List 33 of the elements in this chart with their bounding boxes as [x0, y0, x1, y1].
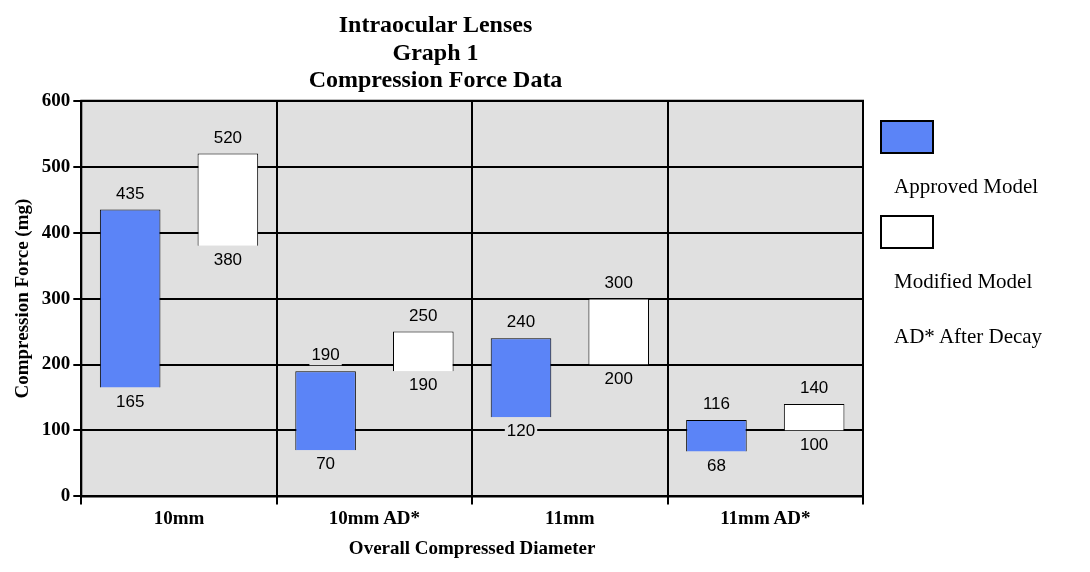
legend-label: Approved Model: [893, 174, 1040, 199]
text: AD* After Decay: [893, 324, 1044, 349]
y-tick-label: 600: [41, 88, 71, 110]
annotation: 140: [799, 378, 829, 398]
annotation: 190: [409, 375, 438, 395]
x-tick-label: 11mm AD*: [720, 506, 811, 528]
legend-label: Modified Model: [893, 269, 1034, 294]
y-tick-label: 400: [41, 220, 71, 242]
y-tick-label: 200: [41, 352, 71, 374]
x-axis-title: Overall Compressed Diameter: [348, 536, 596, 558]
annotation: 190: [311, 345, 340, 365]
chart-title: Intraocular Lenses Graph 1 Compression Force Data: [308, 11, 563, 93]
y-tick-label: 500: [41, 154, 71, 176]
annotation: 380: [213, 250, 243, 270]
annotation: 435: [115, 183, 145, 203]
y-tick-label: 0: [60, 484, 71, 506]
annotation: 520: [213, 127, 243, 147]
annotation: 200: [604, 368, 633, 388]
x-tick-label: 10mm: [153, 506, 205, 528]
annotation: 100: [799, 434, 829, 454]
x-tick-label: 10mm AD*: [328, 506, 421, 528]
annotation: 165: [115, 391, 145, 411]
annotation: 120: [506, 421, 536, 441]
annotation: 240: [506, 312, 536, 332]
annotation: 68: [706, 455, 726, 475]
y-tick-label: 300: [41, 286, 71, 308]
y-axis-title: Compression Force (mg): [11, 198, 34, 399]
x-tick-label: 11mm: [545, 506, 595, 528]
annotation: 300: [604, 272, 633, 292]
annotation: 116: [702, 394, 730, 414]
y-tick-label: 100: [41, 418, 71, 440]
annotation: 250: [409, 305, 438, 325]
annotation: 70: [316, 454, 336, 474]
